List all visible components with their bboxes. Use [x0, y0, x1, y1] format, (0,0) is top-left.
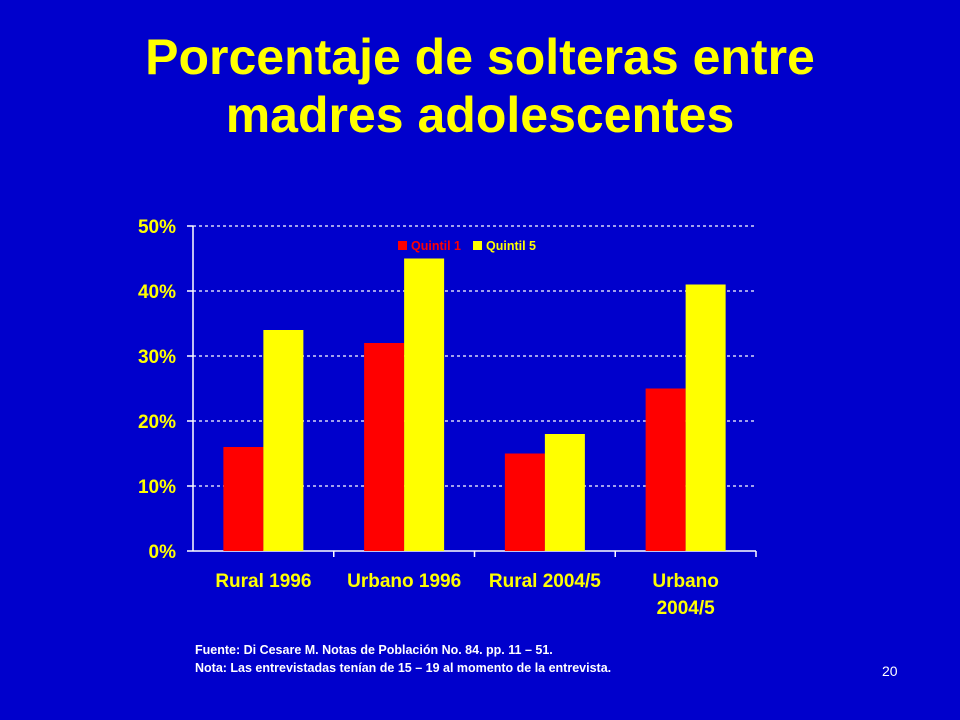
bar-quintil-1: [504, 453, 545, 551]
legend-label: Quintil 1: [411, 239, 461, 253]
legend-label: Quintil 5: [486, 239, 536, 253]
y-tick-label: 30%: [138, 347, 176, 368]
x-tick-label: 2004/5: [657, 598, 716, 619]
y-tick-label: 0%: [149, 542, 177, 563]
y-tick-label: 20%: [138, 412, 176, 433]
y-tick-label: 40%: [138, 282, 176, 303]
bar-quintil-1: [223, 447, 264, 551]
page-number: 20: [882, 663, 898, 679]
slide-title: Porcentaje de solteras entre madres adol…: [0, 28, 960, 144]
source-note: Fuente: Di Cesare M. Notas de Población …: [195, 641, 611, 677]
bar-quintil-1: [645, 388, 686, 551]
y-tick-label: 50%: [138, 217, 176, 238]
x-tick-label: Urbano: [652, 571, 719, 592]
x-tick-label: Rural 2004/5: [489, 571, 601, 592]
bar-quintil-5: [685, 284, 726, 551]
legend-swatch: [398, 241, 407, 250]
bar-quintil-5: [544, 434, 585, 551]
source-line: Fuente: Di Cesare M. Notas de Población …: [195, 643, 553, 657]
x-tick-label: Urbano 1996: [347, 571, 461, 592]
legend-swatch: [473, 241, 482, 250]
x-tick-label: Rural 1996: [215, 571, 311, 592]
slide-title-line-2: madres adolescentes: [225, 87, 735, 143]
bar-quintil-5: [263, 330, 304, 551]
bar-quintil-1: [364, 343, 405, 551]
bar-quintil-5: [404, 258, 445, 551]
slide-title-line-1: Porcentaje de solteras entre: [145, 29, 815, 85]
y-tick-label: 10%: [138, 477, 176, 498]
note-line: Nota: Las entrevistadas tenían de 15 – 1…: [195, 661, 612, 675]
